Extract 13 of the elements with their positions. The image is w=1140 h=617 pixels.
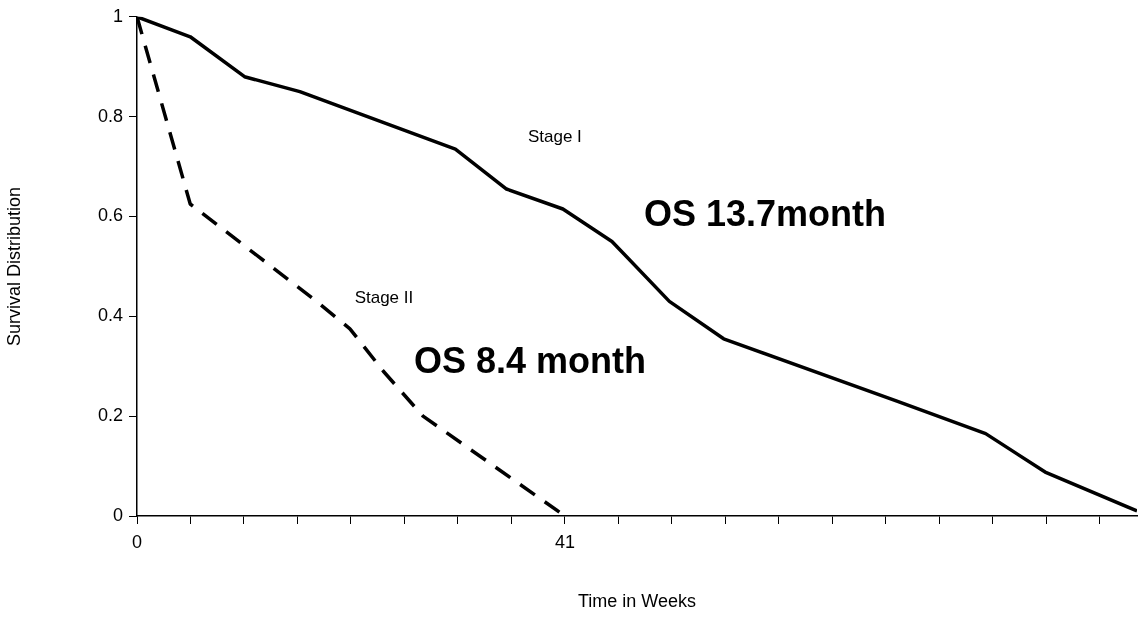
x-axis-title: Time in Weeks <box>577 591 697 612</box>
y-tick-label: 0.2 <box>97 405 123 426</box>
y-tick-label: 0.6 <box>97 205 123 226</box>
y-tick-label: 0.8 <box>97 105 123 126</box>
y-tick-label: 0.4 <box>97 305 123 326</box>
annotation: OS 13.7month <box>643 193 887 235</box>
y-tick-label: 0 <box>112 504 123 525</box>
text: Stage I <box>527 126 582 146</box>
annotation: OS 8.4 month <box>413 339 647 381</box>
x-tick-label: 41 <box>554 531 575 552</box>
series-label: Stage II <box>354 288 414 308</box>
y-axis-title: Survival Distribution <box>3 186 24 346</box>
y-tick-label: 1 <box>112 5 123 26</box>
